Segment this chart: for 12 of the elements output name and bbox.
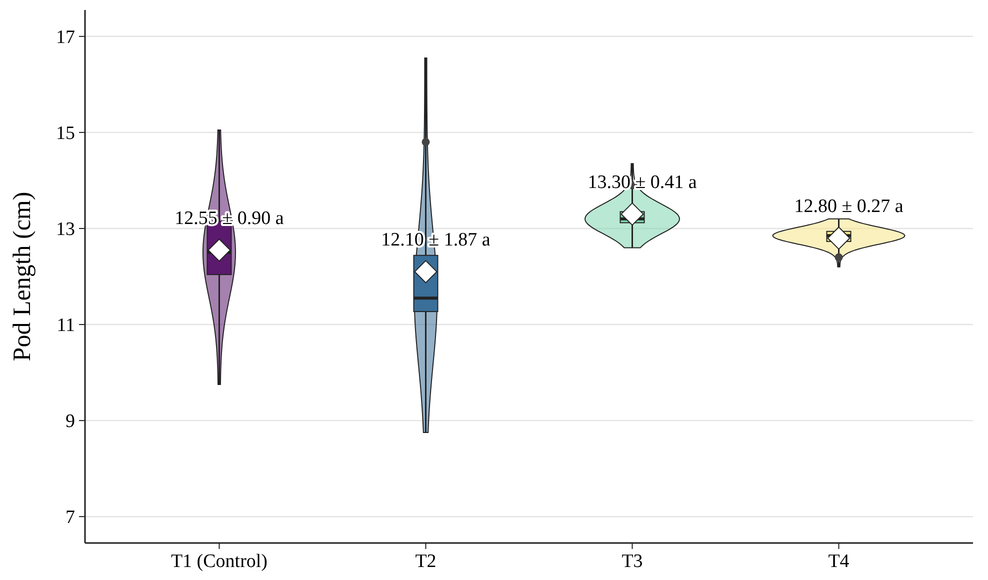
y-tick-label: 9 (66, 411, 75, 432)
y-tick-label: 13 (56, 219, 75, 240)
x-tick-label: T4 (828, 551, 850, 572)
annotation: 12.80 ± 0.27 a (794, 196, 904, 218)
y-tick-label: 7 (66, 507, 75, 528)
y-axis-title: Pod Length (cm) (9, 192, 36, 362)
x-tick-label: T1 (Control) (170, 551, 268, 572)
y-tick-label: 15 (56, 123, 75, 144)
y-tick-label: 17 (56, 27, 75, 48)
x-tick-label: T2 (415, 551, 436, 572)
y-tick-label: 11 (56, 315, 75, 336)
x-tick-label: T3 (622, 551, 643, 572)
